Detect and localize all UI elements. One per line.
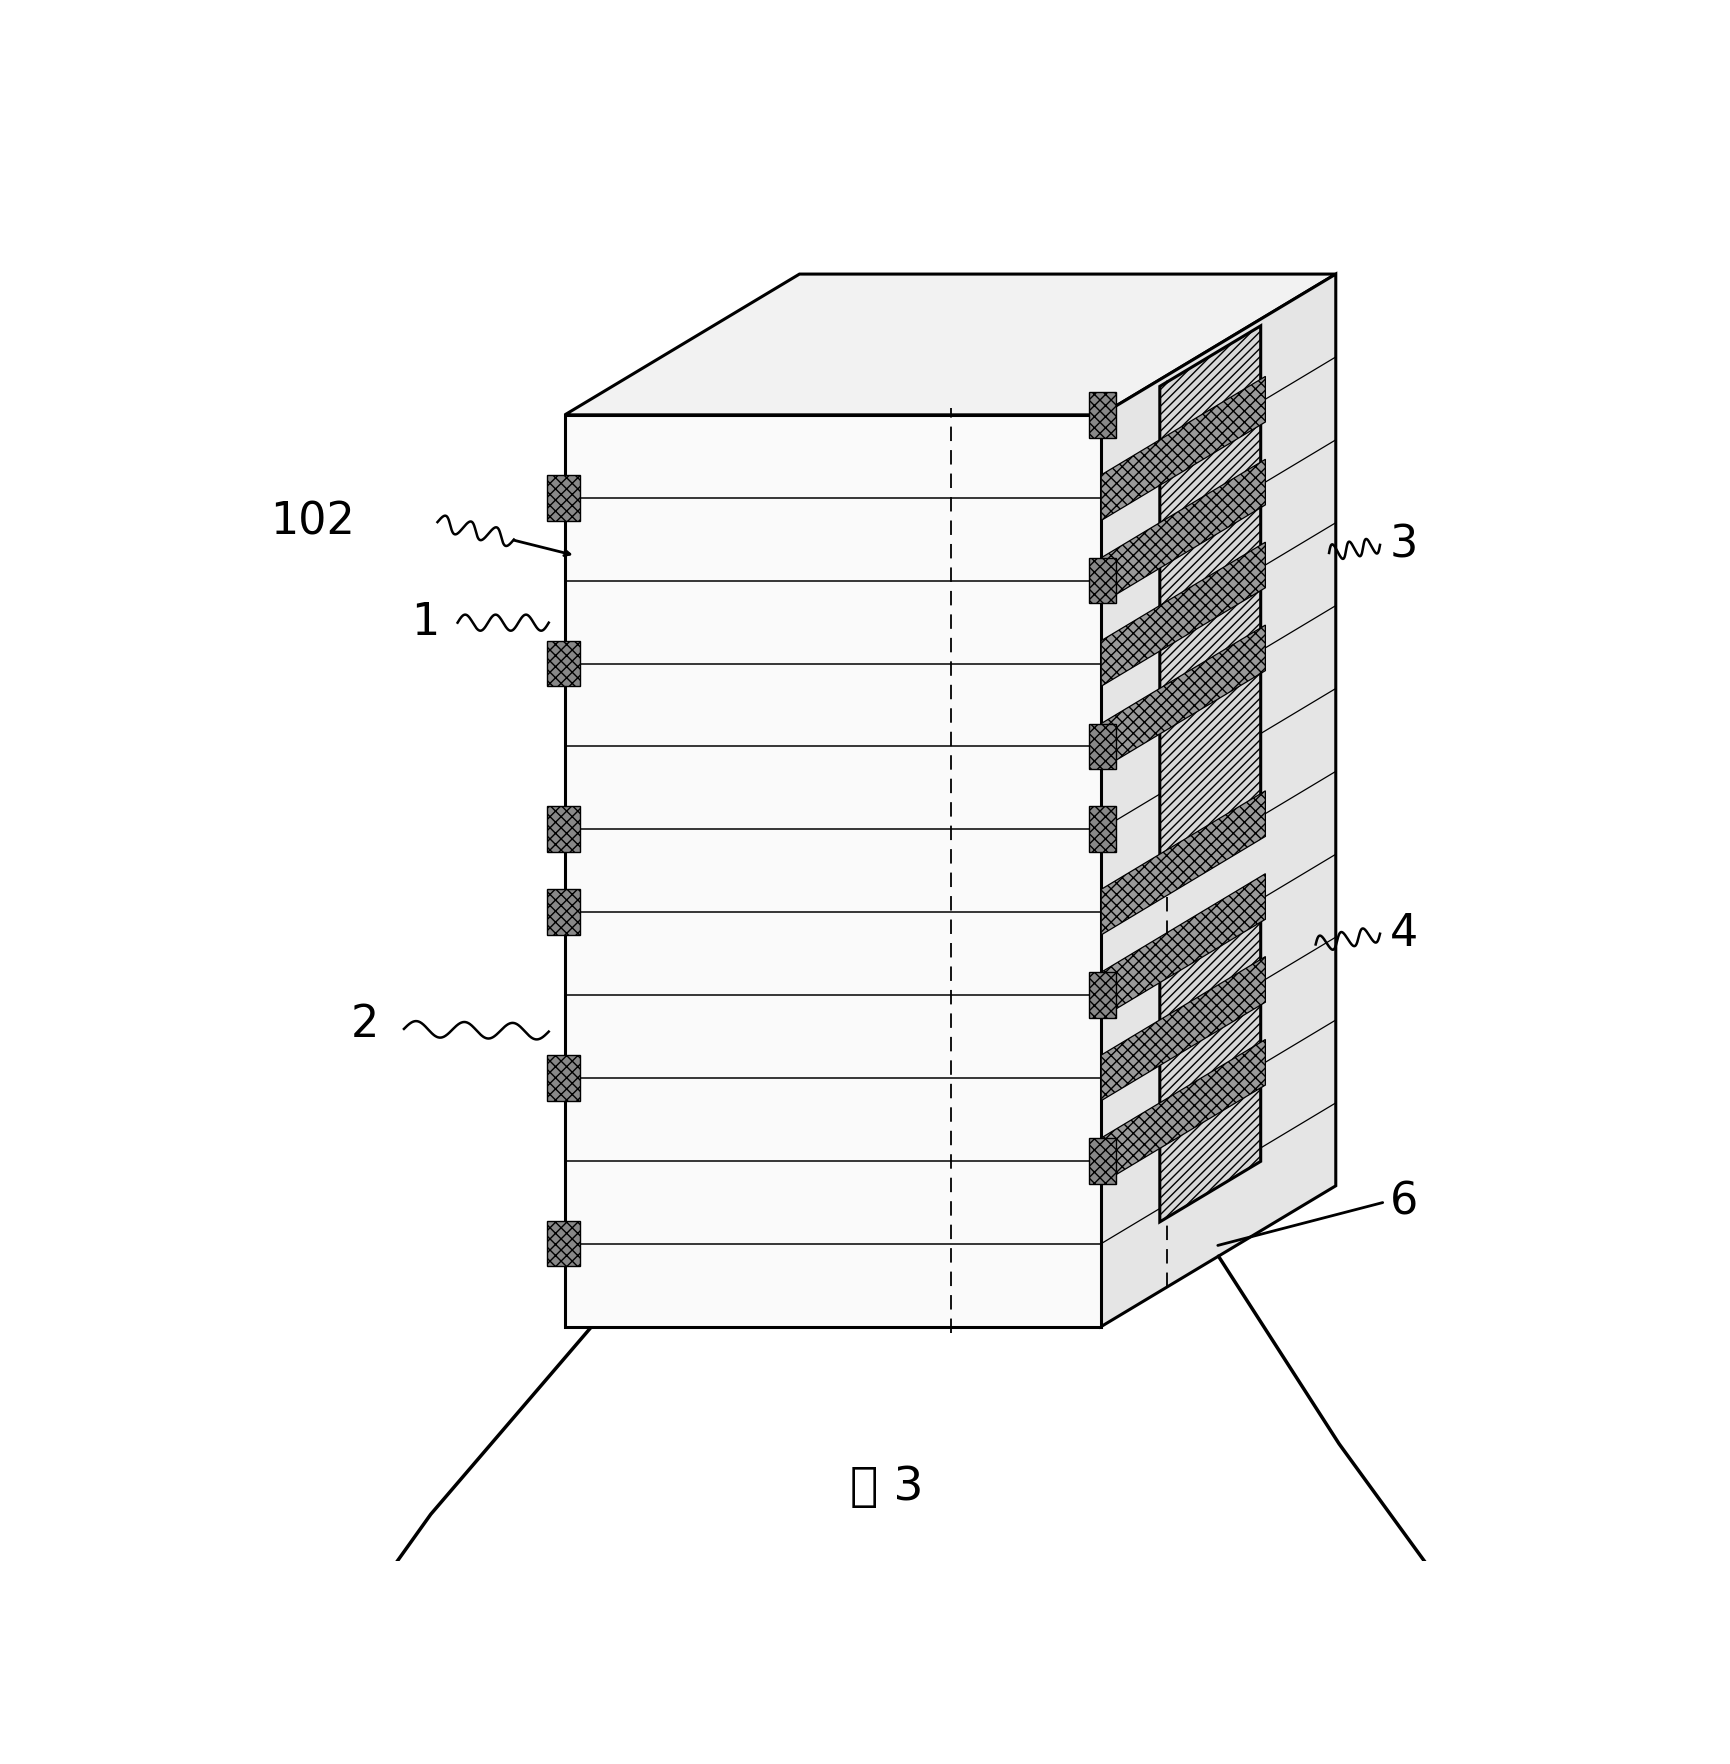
- Polygon shape: [1102, 459, 1265, 603]
- Bar: [1090, 806, 1116, 852]
- Polygon shape: [1159, 907, 1261, 1222]
- Bar: [547, 475, 580, 520]
- Bar: [564, 415, 1102, 1327]
- Text: 1: 1: [410, 602, 439, 644]
- Text: 图 3: 图 3: [849, 1464, 924, 1510]
- Bar: [547, 1055, 580, 1101]
- Bar: [547, 640, 580, 686]
- Text: 6: 6: [1389, 1180, 1417, 1224]
- Bar: [1090, 972, 1116, 1018]
- Polygon shape: [1159, 326, 1261, 877]
- Polygon shape: [1102, 956, 1265, 1101]
- Polygon shape: [1102, 542, 1265, 686]
- Polygon shape: [1102, 624, 1265, 769]
- Bar: [547, 889, 580, 935]
- Polygon shape: [1102, 273, 1336, 1327]
- Bar: [1090, 1138, 1116, 1184]
- Text: 102: 102: [270, 501, 355, 543]
- Bar: [1090, 392, 1116, 437]
- Bar: [547, 806, 580, 852]
- Polygon shape: [564, 273, 1336, 415]
- Text: 3: 3: [1389, 524, 1419, 566]
- Text: 2: 2: [351, 1004, 379, 1046]
- Polygon shape: [1102, 1039, 1265, 1184]
- Polygon shape: [1102, 790, 1265, 935]
- Polygon shape: [1102, 873, 1265, 1018]
- Bar: [1090, 557, 1116, 603]
- Text: 4: 4: [1389, 912, 1417, 956]
- Bar: [1090, 723, 1116, 769]
- Bar: [547, 1221, 580, 1267]
- Polygon shape: [1102, 376, 1265, 520]
